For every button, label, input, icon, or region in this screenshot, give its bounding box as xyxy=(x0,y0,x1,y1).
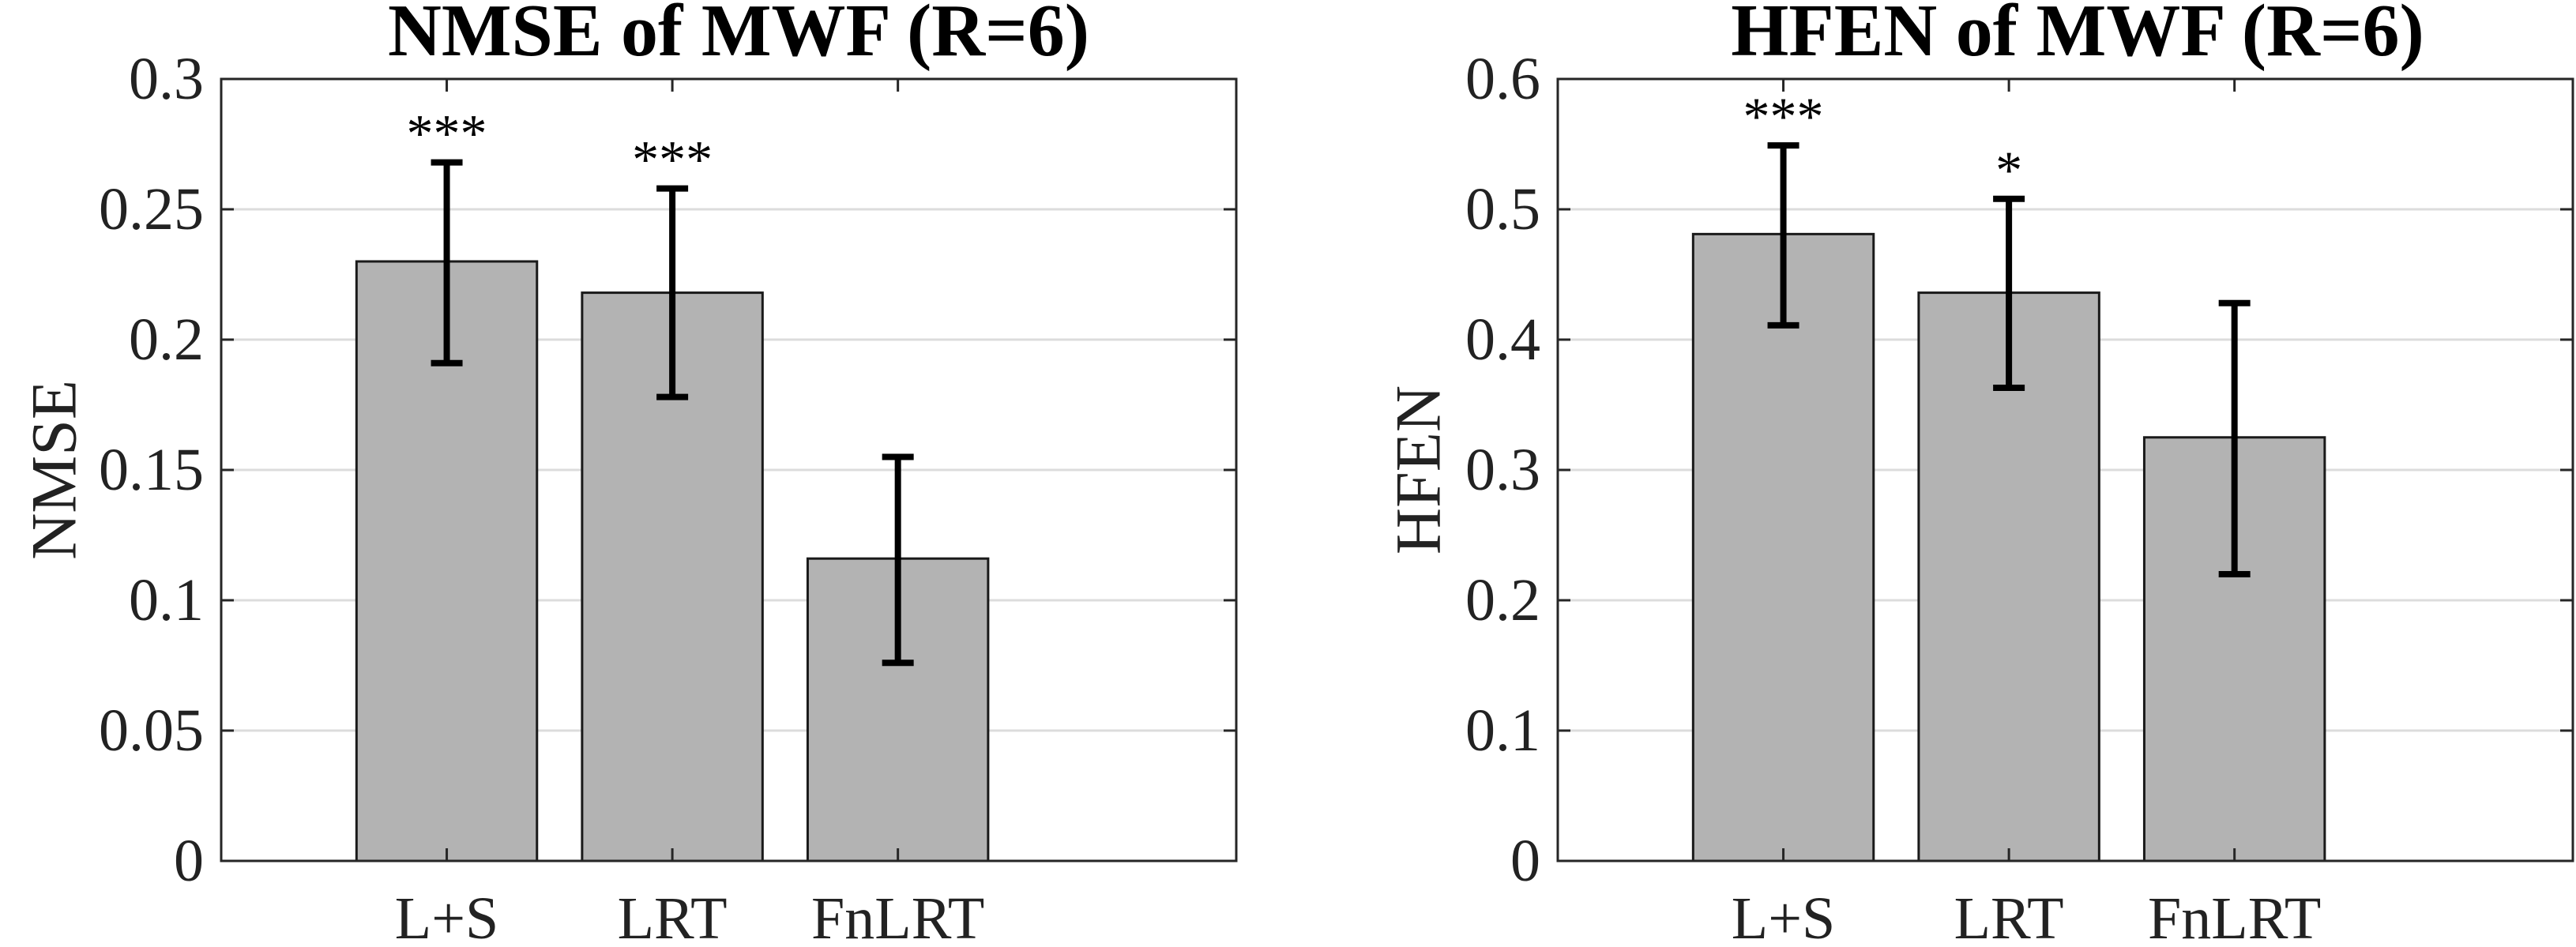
y-tick-label: 0.3 xyxy=(1465,437,1540,503)
x-tick-label-LRT: LRT xyxy=(618,885,728,947)
y-tick-label: 0.25 xyxy=(99,176,204,242)
error-bar-L+S xyxy=(1767,142,1799,329)
y-tick-label: 0.05 xyxy=(99,697,204,764)
error-bar-FnLRT xyxy=(882,453,914,667)
y-tick-label: 0.5 xyxy=(1465,176,1540,242)
chart-title: NMSE of MWF (R=6) xyxy=(388,0,1089,72)
x-tick-label-L+S: L+S xyxy=(395,885,499,947)
bar-L+S xyxy=(1691,232,1875,862)
y-axis-label: HFEN xyxy=(1382,385,1454,554)
significance-label-L+S: *** xyxy=(407,103,487,163)
chart-panel-1: *** *** 0 0.05 0.1 0.15 0.2 0.25 0.3 L+S LRT FnLRT N… xyxy=(18,0,1238,947)
significance-label-LRT: *** xyxy=(632,130,713,190)
y-tick-label: 0.4 xyxy=(1465,306,1540,373)
error-bar-L+S xyxy=(431,159,463,366)
error-bar-LRT xyxy=(656,185,689,400)
error-bar-LRT xyxy=(1993,195,2025,392)
y-tick-label: 0.2 xyxy=(1465,567,1540,633)
x-tick-label-FnLRT: FnLRT xyxy=(2148,885,2321,947)
x-tick-label-L+S: L+S xyxy=(1732,885,1836,947)
y-axis-label: NMSE xyxy=(18,380,90,560)
y-tick-label: 0 xyxy=(174,828,204,894)
x-tick-label-LRT: LRT xyxy=(1954,885,2064,947)
y-tick-label: 0.2 xyxy=(129,306,204,373)
significance-label-L+S: *** xyxy=(1743,86,1824,146)
error-bar-FnLRT xyxy=(2218,299,2251,577)
x-tick-label-FnLRT: FnLRT xyxy=(811,885,984,947)
y-tick-label: 0.6 xyxy=(1465,46,1540,112)
y-tick-label: 0.3 xyxy=(129,46,204,112)
y-tick-label: 0.1 xyxy=(1465,697,1540,764)
chart-title: HFEN of MWF (R=6) xyxy=(1731,0,2424,72)
significance-label-LRT: * xyxy=(1995,140,2022,200)
y-tick-label: 0 xyxy=(1510,828,1540,894)
y-tick-label: 0.1 xyxy=(129,567,204,633)
y-tick-label: 0.15 xyxy=(99,437,204,503)
